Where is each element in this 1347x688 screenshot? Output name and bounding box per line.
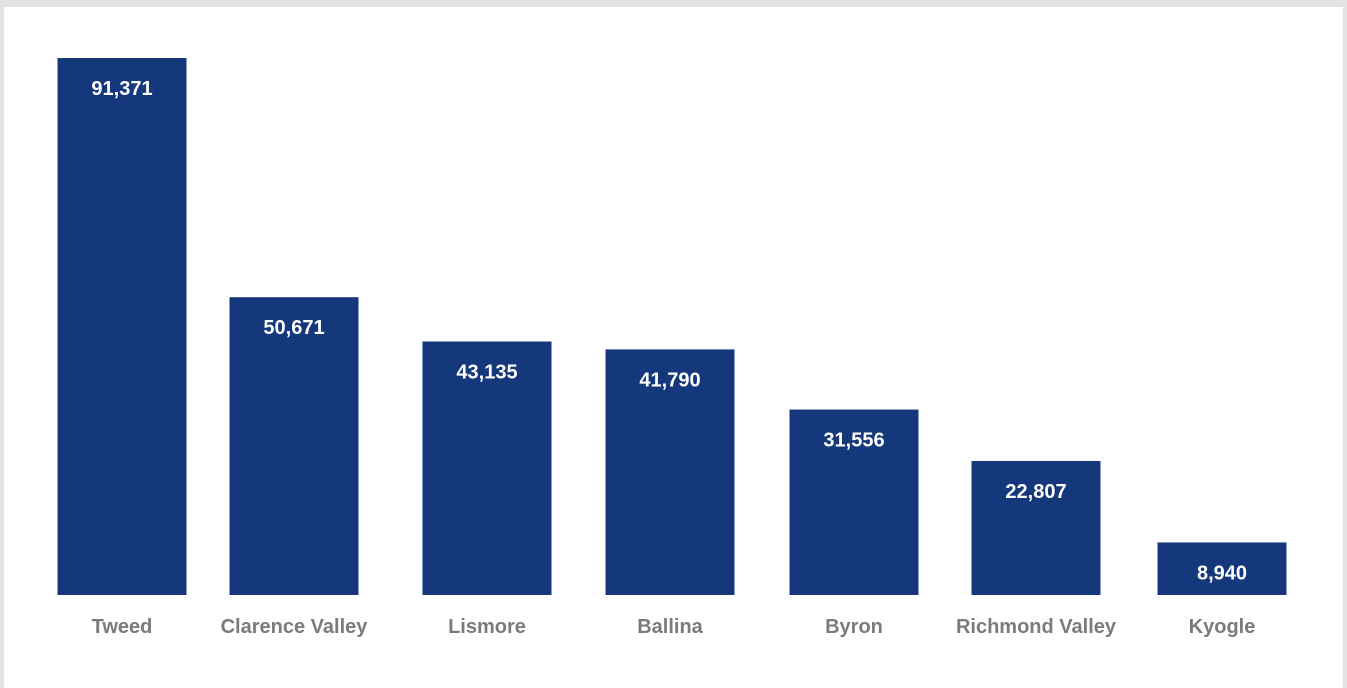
category-label: Tweed <box>92 616 153 638</box>
bar-tweed <box>57 58 187 595</box>
category-label: Richmond Valley <box>956 616 1117 638</box>
bar-value-label: 50,671 <box>263 317 324 339</box>
category-label: Clarence Valley <box>221 616 369 638</box>
bar-value-label: 41,790 <box>639 369 700 391</box>
bar-ballina <box>605 349 735 595</box>
bar-byron <box>789 409 919 595</box>
bar-value-label: 22,807 <box>1005 481 1066 503</box>
bar-kyogle <box>1157 542 1287 595</box>
bar-lismore <box>422 341 552 595</box>
bar-richmond-valley <box>971 460 1101 595</box>
bar-value-label: 31,556 <box>823 430 884 452</box>
bar-value-label: 8,940 <box>1197 562 1247 584</box>
category-label: Ballina <box>637 616 703 638</box>
category-label: Kyogle <box>1189 616 1256 638</box>
category-label: Lismore <box>448 616 526 638</box>
bar-clarence-valley <box>229 297 359 595</box>
category-label: Byron <box>825 616 883 638</box>
bar-value-label: 91,371 <box>91 78 152 100</box>
bar-value-label: 43,135 <box>456 361 517 383</box>
